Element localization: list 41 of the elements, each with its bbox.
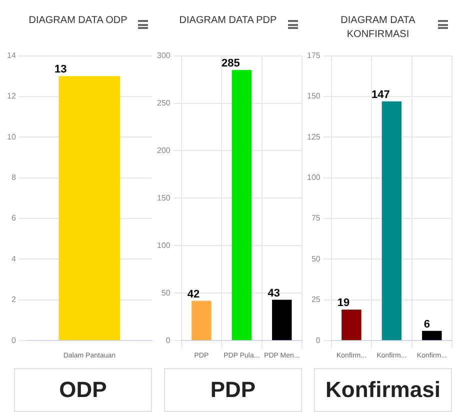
- y-tick-label: 0: [11, 336, 16, 345]
- data-label: 13: [54, 64, 67, 76]
- y-tick-label: 50: [311, 254, 321, 264]
- y-tick-label: 12: [6, 92, 16, 101]
- y-tick-label: 75: [311, 214, 321, 223]
- chart-title: DIAGRAM DATA PDP: [178, 14, 278, 28]
- bar: [192, 300, 212, 340]
- data-label: 147: [371, 88, 390, 101]
- bar: [272, 300, 292, 340]
- y-tick-label: 250: [156, 98, 171, 108]
- bar: [342, 310, 362, 340]
- text: ODP: [14, 368, 152, 412]
- bar: [422, 330, 442, 340]
- y-tick-label: 10: [6, 132, 16, 142]
- y-tick-label: 150: [306, 92, 321, 101]
- y-tick-label: 2: [11, 295, 16, 304]
- y-tick-label: 8: [11, 173, 16, 182]
- y-tick-label: 14: [6, 51, 16, 60]
- y-tick-label: 200: [156, 146, 171, 155]
- y-tick-label: 50: [161, 288, 171, 298]
- y-tick-label: 100: [306, 173, 321, 182]
- data-label: 6: [424, 318, 430, 330]
- y-tick-label: 300: [156, 51, 171, 60]
- y-tick-label: 25: [311, 295, 321, 304]
- y-tick-label: 4: [11, 254, 16, 264]
- data-label: 43: [268, 287, 280, 300]
- data-label: 42: [187, 288, 200, 300]
- y-tick-label: 125: [306, 132, 321, 142]
- data-label: 19: [337, 297, 350, 310]
- chart-title: DIAGRAM DATA KONFIRMASI: [340, 14, 416, 42]
- data-label: 285: [221, 58, 240, 70]
- y-tick-label: 0: [316, 336, 321, 345]
- chart-title: DIAGRAM DATA ODP: [28, 14, 128, 28]
- y-tick-label: 100: [156, 240, 171, 250]
- bar: [382, 101, 402, 340]
- y-tick-label: 6: [11, 214, 16, 223]
- y-tick-label: 150: [156, 193, 171, 202]
- y-tick-label: 175: [306, 51, 321, 60]
- text: Konfirmasi: [314, 368, 452, 412]
- bar: [232, 70, 252, 340]
- y-tick-label: 0: [166, 336, 171, 345]
